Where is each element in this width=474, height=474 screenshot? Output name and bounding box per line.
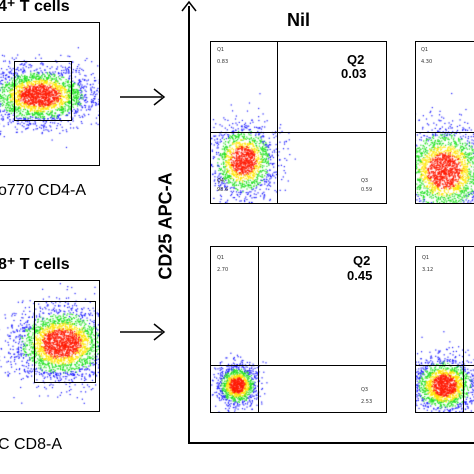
quadrant-plot-cd8-treated: Q1 3.12	[415, 246, 474, 413]
q2-label: Q2	[347, 52, 365, 67]
cd8-title: 8⁺ T cells	[0, 256, 70, 273]
quadrant-plot-cd8-nil: Q1 2.70 Q2 0.45 Q3 2.53	[210, 246, 387, 413]
x-axis-line	[188, 442, 474, 444]
q1-value: 0.83	[217, 59, 229, 65]
y-axis-line	[188, 6, 190, 444]
q1-label: Q1	[217, 47, 225, 53]
q2-value: 0.03	[341, 66, 367, 81]
cd4-gate-rectangle	[14, 61, 72, 121]
cd8-density-canvas	[0, 281, 99, 411]
quadrant-gate-vertical	[277, 42, 278, 203]
q4-value: 98.6	[217, 187, 229, 193]
q1-value: 4.30	[421, 59, 433, 65]
q1-label: Q1	[217, 255, 225, 261]
q1-value: 3.12	[422, 267, 434, 273]
quadrant-gate-horizontal	[416, 365, 474, 366]
scatter-canvas	[416, 247, 474, 412]
quadrant-plot-cd4-treated: Q1 4.30	[415, 41, 474, 204]
q1-label: Q1	[421, 47, 429, 53]
scatter-canvas	[211, 42, 386, 203]
q3-label: Q3	[361, 387, 369, 393]
y-axis-arrowhead-icon	[181, 0, 197, 12]
quadrant-plot-cd4-nil: Q1 0.83 Q2 0.03 Q4 98.6 Q3 0.59	[210, 41, 387, 204]
q2-value: 0.45	[347, 268, 373, 283]
q3-value: 0.59	[361, 187, 373, 193]
quadrant-gate-vertical	[463, 247, 464, 412]
q2-label: Q2	[353, 253, 371, 268]
scatter-canvas	[416, 42, 474, 203]
y-axis-label: CD25 APC-A	[155, 172, 176, 280]
arrow-right-icon	[120, 323, 166, 341]
cd8-gate-rectangle	[34, 301, 96, 383]
quadrant-gate-horizontal	[416, 132, 474, 133]
q1-label: Q1	[422, 255, 430, 261]
nil-header: Nil	[287, 10, 311, 30]
quadrant-gate-vertical	[258, 247, 259, 412]
quadrant-gate-horizontal	[211, 365, 386, 366]
q3-label: Q3	[361, 178, 369, 184]
cd4-x-axis-label: o770 CD4-A	[0, 182, 87, 199]
q4-label: Q4	[217, 178, 225, 184]
q1-value: 2.70	[217, 267, 229, 273]
q3-value: 2.53	[361, 399, 373, 405]
cd8-x-axis-label: C CD8-A	[0, 436, 63, 453]
cd8-gating-plot	[0, 280, 100, 412]
scatter-canvas	[211, 247, 386, 412]
quadrant-gate-horizontal	[211, 132, 386, 133]
cd4-gating-plot	[0, 22, 100, 166]
arrow-right-icon	[120, 88, 166, 106]
cd4-density-canvas	[0, 23, 99, 165]
cd4-title: 4⁺ T cells	[0, 0, 70, 15]
